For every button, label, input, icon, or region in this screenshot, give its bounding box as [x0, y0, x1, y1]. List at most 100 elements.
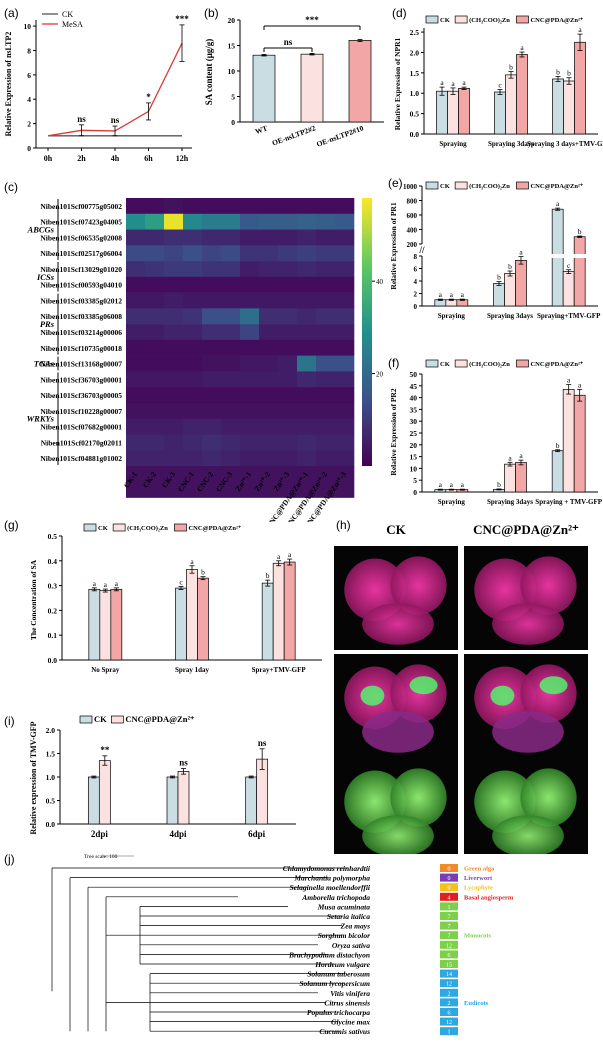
f-ylabel: Relative Expression of PR2: [389, 388, 398, 475]
b-bar-0: [252, 54, 276, 123]
j-count-14: 2: [448, 1001, 451, 1007]
heatmap-row-label-11: Niben101Scf36703g00001: [40, 375, 122, 384]
f-ytick-label-0: 0: [413, 488, 417, 497]
heatmap-cell-16-2: [164, 450, 184, 467]
heatmap-cell-9-4: [202, 339, 222, 356]
heatmap-cell-1-10: [316, 213, 336, 230]
g-bar-2-2: [283, 561, 296, 661]
heatmap-cell-7-8: [278, 308, 298, 325]
d-ytick-label-3: 1.5: [410, 69, 420, 78]
b-ytick-label-1: 5: [231, 93, 235, 102]
f-letter-1-1: a: [508, 453, 512, 462]
heatmap-cell-4-4: [202, 261, 222, 278]
heatmap-cell-13-5: [221, 402, 241, 420]
g-xtick-label-2: Spray+TMV-GFP: [252, 666, 307, 674]
d-legend-label-2: CNC@PDA@Zn²⁺: [530, 17, 583, 24]
g-bar-0-0: [88, 588, 101, 661]
d-letter-0-1: a: [451, 79, 455, 88]
heatmap-row-label-3: Niben101Scf02517g06004: [40, 249, 122, 258]
a-annotation-0: ns: [77, 114, 86, 124]
j-group-label-1: Liverwort: [464, 875, 493, 882]
heatmap-cell-7-0: [126, 308, 146, 325]
heatmap-cell-2-2: [164, 229, 184, 246]
heatmap-cell-7-10: [316, 308, 336, 325]
heatmap-cell-14-7: [259, 418, 279, 435]
i-annotation-1: ns: [179, 758, 188, 768]
e-letter-2-1: c: [567, 261, 571, 270]
f-letter-2-0: b: [556, 441, 560, 450]
heatmap-cell-10-1: [145, 355, 165, 372]
j-tree-scale-label: Tree scale: 100: [84, 854, 118, 860]
i-bar-1-1: [177, 771, 190, 825]
e-ytick-high-label-0: 200: [407, 241, 418, 249]
d-bar-2-0: [552, 78, 564, 135]
panel-label-f: (f): [388, 356, 400, 370]
heatmap-cell-8-11: [335, 324, 355, 341]
h-leaf-c-2-0: [362, 815, 434, 854]
heatmap-cell-8-4: [202, 324, 222, 341]
heatmap-cell-8-1: [145, 324, 165, 341]
g-letter-1-2: b: [201, 568, 205, 577]
j-count-7: 7: [448, 934, 451, 940]
heatmap-cell-16-6: [240, 450, 260, 467]
heatmap-cell-5-10: [316, 276, 336, 293]
heatmap-cell-18-10: [316, 481, 336, 498]
g-letter-0-2: a: [115, 579, 119, 588]
g-legend-label-2: CNC@PDA@Zn²⁺: [188, 525, 241, 532]
heatmap-cell-1-3: [183, 213, 203, 230]
a-ytick-label-4: 8: [27, 46, 31, 55]
j-count-3: 4: [448, 895, 451, 901]
heatmap-cell-8-5: [221, 324, 241, 341]
f-ytick-label-8: 40: [410, 394, 418, 403]
f-bar-2-0: [551, 450, 564, 493]
heatmap-row-label-7: Niben101Scf03385g06008: [40, 312, 122, 321]
heatmap-cell-6-4: [202, 292, 222, 309]
f-ytick-label-7: 35: [410, 405, 418, 414]
e-letter-0-2: a: [461, 290, 465, 299]
d-letter-1-1: b: [509, 63, 513, 72]
a-ytick-label-0: 0: [27, 144, 31, 153]
f-ytick-label-5: 25: [410, 429, 418, 438]
g-letter-2-1: a: [277, 552, 281, 561]
j-count-box-7: [440, 931, 458, 940]
heatmap-cell-1-2: [164, 213, 184, 230]
j-count-box-2: [440, 883, 458, 892]
heatmap-cell-2-0: [126, 229, 146, 246]
heatmap-cell-7-1: [145, 308, 165, 325]
i-ytick-label-0: 0.0: [46, 820, 56, 829]
j-taxon-name-1: Marchantia polymorpha: [293, 874, 370, 883]
heatmap-group-label-1: ICSs: [36, 272, 55, 282]
g-legend-label-0: CK: [98, 525, 108, 532]
heatmap-row-label-1: Niben101Scf07423g04005: [40, 218, 122, 227]
chart-i-tmv-gfp: CK CNC@PDA@Zn²⁺ 0.0 0.5 1.0 1.5 2.0 ** 2dpi ns 4dp…: [29, 714, 296, 839]
heatmap-cell-13-8: [278, 402, 298, 420]
heatmap-cell-18-11: [335, 481, 355, 498]
j-count-box-0: [440, 864, 458, 872]
g-bar-0-1: [99, 590, 112, 661]
e-bar-1-1: [504, 273, 516, 307]
j-taxon-name-6: Zea mays: [340, 922, 370, 931]
panel-label-c: (c): [4, 180, 18, 194]
panel-label-j: (j): [4, 852, 15, 866]
j-taxon-name-12: Solanum lycopersicum: [299, 979, 370, 988]
heatmap-cell-14-5: [221, 418, 241, 435]
heatmap-cell-10-6: [240, 355, 260, 372]
heatmap-cell-8-6: [240, 324, 260, 341]
h-gfp-spot-b-1: [539, 676, 568, 695]
heatmap-cell-3-2: [164, 245, 184, 262]
heatmap-cell-2-4: [202, 229, 222, 246]
f-bar-1-2: [515, 462, 527, 493]
heatmap-cell-3-9: [297, 245, 317, 262]
heatmap-cell-14-0: [126, 418, 146, 435]
e-xtick-label-0: Spraying: [438, 312, 466, 320]
a-legend-label-1: MeSA: [62, 20, 83, 29]
heatmap-cell-0-4: [202, 198, 222, 215]
heatmap-cell-8-10: [316, 324, 336, 341]
heatmap-cell-6-1: [145, 292, 165, 309]
heatmap-group-label-0: ABCGs: [27, 225, 55, 235]
heatmap-cell-7-7: [259, 308, 279, 325]
j-taxon-name-9: Brachypodium distachyon: [288, 950, 370, 959]
heatmap-cell-11-2: [164, 371, 184, 388]
heatmap-cell-3-6: [240, 245, 260, 262]
heatmap-cell-2-7: [259, 229, 279, 246]
